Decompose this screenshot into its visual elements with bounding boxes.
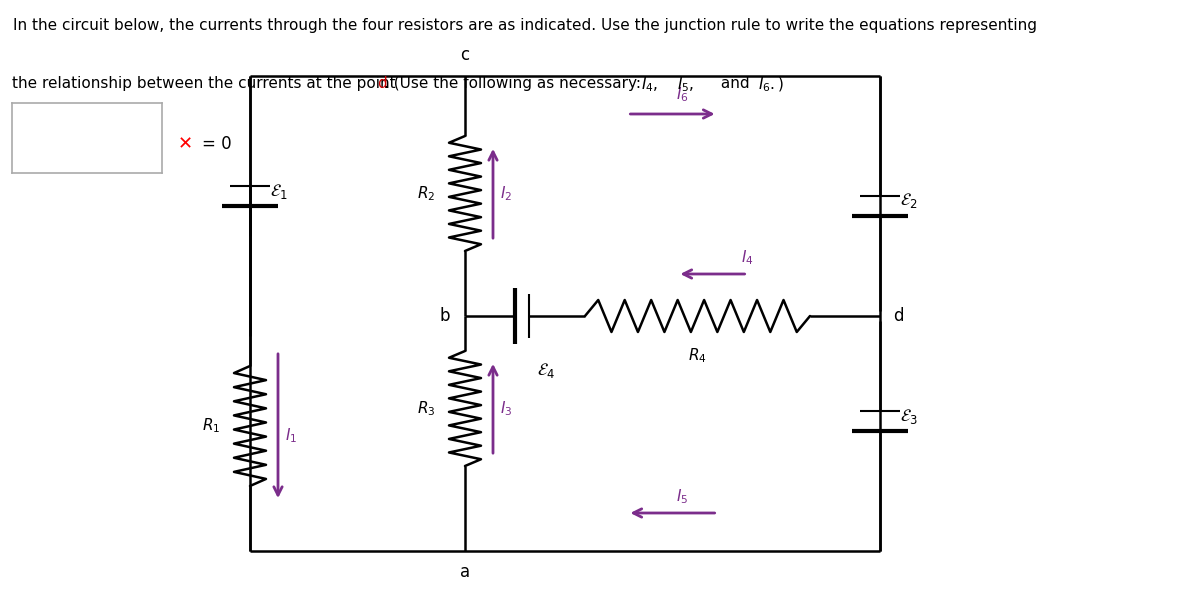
Text: $I_6.$): $I_6.$) (757, 76, 784, 94)
Text: $I_3$: $I_3$ (500, 399, 512, 418)
Text: $\mathcal{E}_1$: $\mathcal{E}_1$ (270, 182, 288, 201)
Text: and: and (715, 76, 750, 91)
Text: $I_4,$: $I_4,$ (641, 76, 659, 95)
Text: $\mathcal{E}_4$: $\mathcal{E}_4$ (538, 361, 556, 380)
Text: a: a (460, 563, 470, 581)
Text: c: c (461, 46, 469, 64)
Text: $I_6$: $I_6$ (676, 85, 689, 104)
Text: $I_2$: $I_2$ (500, 184, 512, 203)
Text: ✕: ✕ (178, 135, 193, 153)
Text: $\mathcal{E}_2$: $\mathcal{E}_2$ (900, 191, 918, 210)
Text: $I_1$: $I_1$ (286, 427, 298, 445)
Text: d: d (377, 76, 386, 91)
Text: . (Use the following as necessary:: . (Use the following as necessary: (384, 76, 649, 91)
Text: b: b (439, 307, 450, 325)
Text: d: d (893, 307, 904, 325)
Text: $I_5,$: $I_5,$ (677, 76, 695, 95)
Text: $R_2$: $R_2$ (416, 184, 436, 203)
Text: the relationship between the currents at the point: the relationship between the currents at… (12, 76, 401, 91)
Text: $I_4$: $I_4$ (742, 248, 754, 267)
Text: In the circuit below, the currents through the four resistors are as indicated. : In the circuit below, the currents throu… (13, 18, 1037, 33)
Text: $R_4$: $R_4$ (688, 346, 707, 365)
Text: $I_5$: $I_5$ (677, 487, 689, 506)
Text: $R_3$: $R_3$ (416, 399, 436, 418)
Text: $\mathcal{E}_3$: $\mathcal{E}_3$ (900, 407, 918, 425)
Text: $R_1$: $R_1$ (202, 417, 220, 435)
Text: = 0: = 0 (202, 135, 232, 153)
